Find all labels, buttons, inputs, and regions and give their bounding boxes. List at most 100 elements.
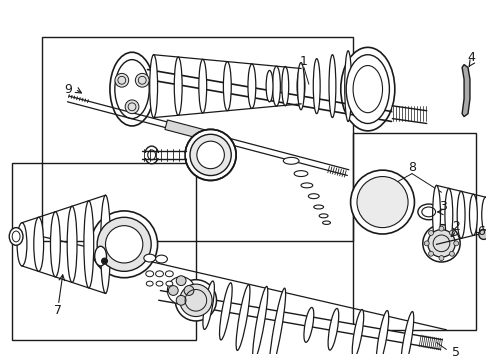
- Ellipse shape: [166, 281, 173, 286]
- Ellipse shape: [352, 310, 364, 358]
- Ellipse shape: [144, 254, 156, 262]
- Ellipse shape: [346, 55, 390, 123]
- Ellipse shape: [17, 223, 27, 266]
- Ellipse shape: [329, 55, 336, 118]
- Ellipse shape: [115, 60, 149, 118]
- Circle shape: [449, 251, 454, 256]
- Ellipse shape: [67, 206, 77, 283]
- Circle shape: [479, 230, 489, 239]
- Ellipse shape: [266, 71, 273, 102]
- Ellipse shape: [482, 197, 490, 233]
- Text: 4: 4: [467, 51, 475, 64]
- Ellipse shape: [322, 221, 330, 224]
- Circle shape: [168, 277, 195, 304]
- Polygon shape: [392, 107, 427, 118]
- Polygon shape: [165, 120, 223, 144]
- Circle shape: [439, 256, 444, 261]
- Ellipse shape: [253, 287, 268, 360]
- Ellipse shape: [457, 191, 465, 238]
- Ellipse shape: [166, 271, 173, 277]
- Polygon shape: [159, 291, 442, 349]
- Ellipse shape: [313, 59, 320, 114]
- Circle shape: [184, 285, 194, 296]
- Ellipse shape: [319, 214, 328, 218]
- Ellipse shape: [357, 176, 408, 228]
- Polygon shape: [146, 69, 393, 121]
- Ellipse shape: [147, 281, 153, 286]
- Ellipse shape: [105, 226, 143, 263]
- Ellipse shape: [174, 57, 182, 115]
- Ellipse shape: [328, 309, 339, 350]
- Circle shape: [115, 73, 129, 87]
- Ellipse shape: [344, 51, 352, 122]
- Circle shape: [135, 73, 149, 87]
- Ellipse shape: [156, 281, 163, 286]
- Ellipse shape: [304, 307, 314, 342]
- Ellipse shape: [50, 212, 60, 277]
- Circle shape: [429, 251, 434, 256]
- Ellipse shape: [175, 280, 217, 321]
- Ellipse shape: [376, 311, 389, 360]
- Text: 2: 2: [452, 220, 460, 233]
- Ellipse shape: [197, 141, 224, 169]
- Ellipse shape: [34, 217, 44, 271]
- Ellipse shape: [180, 284, 212, 316]
- Ellipse shape: [351, 170, 415, 234]
- Ellipse shape: [341, 48, 395, 131]
- Circle shape: [101, 258, 107, 264]
- Text: 3: 3: [440, 201, 447, 213]
- Ellipse shape: [423, 225, 460, 262]
- Circle shape: [125, 100, 139, 114]
- Circle shape: [449, 230, 454, 235]
- Ellipse shape: [428, 230, 455, 257]
- Ellipse shape: [308, 194, 319, 199]
- Ellipse shape: [150, 55, 158, 118]
- Ellipse shape: [269, 288, 286, 360]
- Ellipse shape: [95, 246, 106, 266]
- Ellipse shape: [297, 68, 305, 104]
- Ellipse shape: [445, 188, 453, 241]
- Ellipse shape: [100, 195, 110, 293]
- Ellipse shape: [190, 134, 231, 176]
- Ellipse shape: [272, 66, 280, 106]
- Circle shape: [439, 226, 444, 231]
- Ellipse shape: [297, 63, 304, 110]
- Circle shape: [429, 230, 434, 235]
- Circle shape: [454, 241, 459, 246]
- Text: 5: 5: [452, 346, 460, 359]
- Ellipse shape: [156, 255, 168, 263]
- Ellipse shape: [97, 217, 151, 271]
- Text: 7: 7: [54, 303, 62, 317]
- Ellipse shape: [248, 64, 256, 108]
- Circle shape: [176, 296, 186, 305]
- Text: 1: 1: [300, 55, 308, 68]
- Ellipse shape: [400, 312, 414, 360]
- Ellipse shape: [223, 62, 231, 111]
- Ellipse shape: [314, 205, 323, 209]
- Text: 9: 9: [64, 82, 72, 96]
- Ellipse shape: [91, 211, 158, 278]
- Ellipse shape: [433, 185, 441, 244]
- Ellipse shape: [220, 283, 232, 340]
- Ellipse shape: [146, 271, 154, 277]
- Ellipse shape: [203, 281, 215, 329]
- Polygon shape: [462, 64, 470, 117]
- Circle shape: [169, 285, 178, 296]
- Ellipse shape: [236, 285, 250, 350]
- Text: 8: 8: [408, 161, 416, 174]
- Ellipse shape: [283, 157, 299, 164]
- Ellipse shape: [294, 171, 308, 176]
- Ellipse shape: [301, 183, 313, 188]
- Ellipse shape: [185, 129, 236, 180]
- Ellipse shape: [469, 194, 477, 235]
- Ellipse shape: [145, 146, 159, 164]
- Ellipse shape: [282, 67, 289, 106]
- Ellipse shape: [199, 59, 207, 113]
- Circle shape: [424, 241, 429, 246]
- Ellipse shape: [418, 204, 440, 220]
- Ellipse shape: [84, 201, 94, 288]
- Ellipse shape: [156, 271, 164, 277]
- Circle shape: [176, 276, 186, 285]
- Ellipse shape: [9, 228, 23, 245]
- Text: 6: 6: [477, 225, 485, 238]
